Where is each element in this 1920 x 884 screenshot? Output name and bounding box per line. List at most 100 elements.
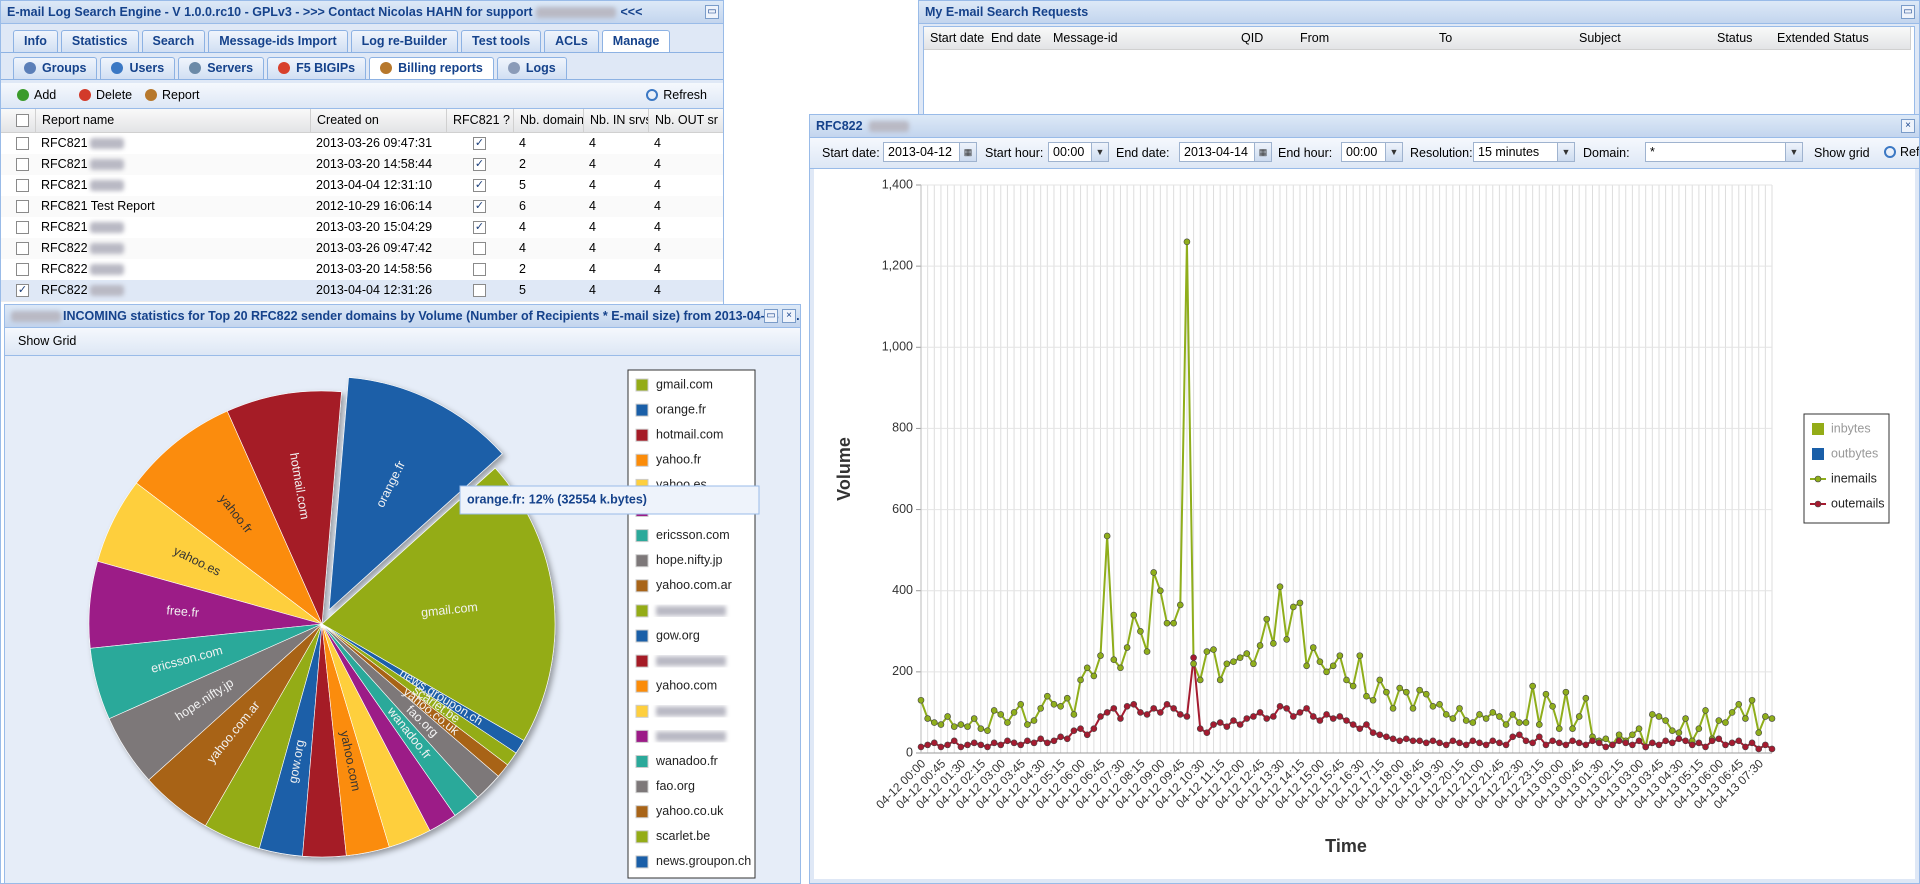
cell-text: 4 [589,220,596,234]
checkbox[interactable] [16,179,29,192]
show-grid-button[interactable]: Show Grid [18,334,77,348]
filter-label: Domain: [1583,146,1630,160]
chart-window: RFC822 × Start date: 2013-04-12 ▦ Start hour:… [809,114,1920,884]
grid-row[interactable]: RFC822 2013-03-26 09:47:42 4 4 4 [1,238,723,260]
cell: 2013-04-04 12:31:10 [310,175,446,196]
checkbox[interactable] [16,242,29,255]
window-button[interactable]: ▭ [705,5,719,19]
cell-text: 4 [589,136,596,150]
cell: 4 [648,196,717,217]
window-button[interactable]: ▭ [1901,5,1915,19]
cell: RFC822 [35,259,310,280]
cell: 2013-03-26 09:47:31 [310,133,446,154]
toolbar-button[interactable]: Delete [79,88,132,102]
show-grid-button[interactable]: Show grid [1814,146,1870,160]
refresh-button[interactable]: Refresh [1884,145,1919,159]
grid-row[interactable]: RFC821 Test Report 2012-10-29 16:06:14 ✓ 6 4… [1,196,723,218]
window-title: RFC822 [816,119,909,133]
grid-row[interactable]: RFC821 2013-03-26 09:47:31 ✓ 4 4 4 [1,133,723,155]
checkbox[interactable]: ✓ [473,137,486,150]
cell-text: RFC821 [41,220,88,234]
cell-text: 5 [519,178,526,192]
redacted [89,222,124,234]
cell-text: 4 [589,283,596,297]
checkbox[interactable] [16,200,29,213]
subtab[interactable]: Billing reports [369,57,494,79]
tab[interactable]: Log re-Builder [350,30,459,52]
subtab[interactable]: Users [100,57,176,79]
filter-input[interactable]: 2013-04-14 ▦ [1179,142,1272,162]
cell: 4 [648,238,717,259]
cell: RFC821 [35,175,310,196]
checkbox[interactable]: ✓ [16,284,29,297]
tab[interactable]: Test tools [461,30,542,52]
filter-input[interactable]: 15 minutes ▼ [1473,142,1575,162]
filter-input[interactable]: * ▼ [1645,142,1803,162]
checkbox[interactable] [16,263,29,276]
toolbar-button[interactable]: Add [17,88,56,102]
grid-row[interactable]: RFC821 2013-03-20 15:04:29 ✓ 4 4 4 [1,217,723,239]
checkbox[interactable] [16,221,29,234]
window-button[interactable]: ▭ [764,309,778,323]
checkbox[interactable] [16,158,29,171]
tab[interactable]: Manage [601,30,671,52]
subtab[interactable]: F5 BIGIPs [267,57,367,79]
grid-row[interactable]: RFC821 2013-04-04 12:31:10 ✓ 5 4 4 [1,175,723,197]
tab[interactable]: Search [141,30,206,52]
checkbox[interactable] [16,137,29,150]
checkbox[interactable] [473,242,486,255]
refresh-label: Refresh [663,88,707,102]
dropdown-trigger: ▼ [1785,143,1802,161]
icon [507,62,520,74]
tab[interactable]: ACLs [544,30,599,52]
checkbox[interactable]: ✓ [473,200,486,213]
icon [24,62,36,74]
grid-row[interactable]: RFC822 2013-03-20 14:58:56 2 4 4 [1,259,723,281]
tab[interactable]: Message-ids Import [208,30,348,52]
checkbox[interactable]: ✓ [473,221,486,234]
cell-text: 2013-03-20 14:58:56 [316,262,433,276]
filter-input[interactable]: 2013-04-12 ▦ [883,142,977,162]
cell: RFC822 [35,238,310,259]
checkbox[interactable]: ✓ [473,158,486,171]
cell: 2013-03-26 09:47:42 [310,238,446,259]
cell-text: 4 [654,178,661,192]
subtab[interactable]: Logs [496,57,567,79]
cell-text: RFC821 [41,157,88,171]
window-button[interactable]: × [782,309,796,323]
icon [145,89,157,101]
tab[interactable]: Statistics [60,30,139,52]
cell-text: 4 [654,283,661,297]
filter-input[interactable]: 00:00 ▼ [1341,142,1403,162]
calendar-trigger: ▦ [959,143,976,161]
checkbox[interactable]: ✓ [473,179,486,192]
checkbox[interactable] [473,263,486,276]
title-bar: RFC822 × [810,115,1919,138]
checkbox[interactable] [473,284,486,297]
checkbox[interactable] [16,114,29,127]
column-header: Start date [924,27,986,50]
toolbar-button[interactable]: Report [145,88,200,102]
grid-row[interactable]: RFC821 2013-03-20 14:58:44 ✓ 2 4 4 [1,154,723,176]
cell: 4 [583,175,648,196]
grid-row[interactable]: ✓ RFC822 2013-04-04 12:31:26 5 4 4 [1,280,723,302]
subtab[interactable]: Groups [13,57,98,79]
cell-text: 2 [519,157,526,171]
filter-input[interactable]: 00:00 ▼ [1048,142,1109,162]
cell: RFC821 [35,217,310,238]
chart-area [814,169,1915,879]
cell: 4 [583,133,648,154]
window-button[interactable]: × [1901,119,1915,133]
cell: 2013-04-04 12:31:26 [310,280,446,301]
pie-window: INCOMING statistics for Top 20 RFC822 se… [4,304,801,884]
column-header: Nb. domains [513,109,584,132]
cell: 4 [583,196,648,217]
subtab[interactable]: Servers [178,57,265,79]
cell: 5 [513,280,583,301]
search-grid: Start date End date Message-id QID From To Sub… [923,26,1915,131]
refresh-button[interactable]: Refresh [646,88,707,102]
subtab-label: Users [129,61,165,75]
tab[interactable]: Info [13,30,58,52]
column-header: Nb. OUT srvs [648,109,718,132]
cell-text: 4 [654,199,661,213]
